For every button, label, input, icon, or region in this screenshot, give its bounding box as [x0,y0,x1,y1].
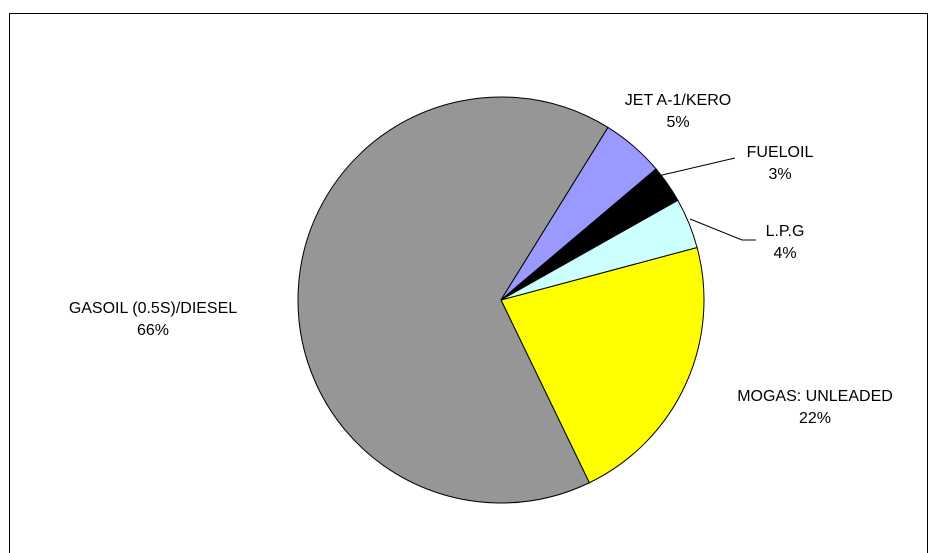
leader-line-fueloil [657,157,736,177]
slice-percent: 4% [773,245,797,262]
pie-slice-l-p-g [500,199,698,301]
slice-label-fueloil: FUELOIL 3% [725,142,835,186]
slice-label-lpg: L.P.G 4% [750,221,820,265]
slice-percent: 5% [666,114,690,131]
slice-name: FUELOIL [746,144,814,161]
slice-name: GASOIL (0.5S)/DIESEL [68,300,238,317]
slice-name: L.P.G [765,223,805,240]
slice-percent: 3% [768,166,792,183]
slice-percent: 22% [798,410,832,427]
pie-slice-gasoil-0-5s-diesel [297,96,609,504]
pie-slices [297,96,705,504]
slice-name: JET A-1/KERO [624,92,732,109]
slice-label-gasoil: GASOIL (0.5S)/DIESEL 66% [18,298,288,342]
slice-label-jet-kero: JET A-1/KERO 5% [598,90,758,134]
slice-percent: 66% [136,322,170,339]
pie-slice-mogas-unleaded [500,246,705,484]
leader-line-lpg [689,218,756,241]
leader-lines [657,157,756,241]
slice-name: MOGAS: UNLEADED [737,388,893,405]
slice-label-mogas: MOGAS: UNLEADED 22% [710,386,920,430]
